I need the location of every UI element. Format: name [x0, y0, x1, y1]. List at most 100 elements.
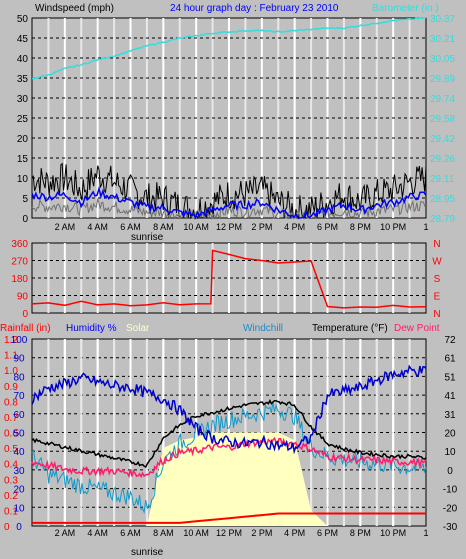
y2-tick-label: 29.58 [430, 114, 455, 125]
y2-tick-label: 30.37 [430, 14, 455, 25]
y2-tick-label: 28.95 [430, 194, 455, 205]
y2-tick-label: 29.74 [430, 94, 455, 105]
x-tick-label: 6 PM [317, 528, 338, 538]
y2-tick-label: 29.42 [430, 134, 455, 145]
y2-tick-label: 28.79 [430, 214, 455, 225]
humidity-tick-label: 80 [13, 372, 25, 383]
sunrise-label-bottom: sunrise [131, 547, 164, 558]
x-tick-label: 2 PM [251, 222, 272, 232]
compass-label: N [433, 239, 440, 250]
wind-direction-line [31, 249, 427, 309]
windchill-label: Windchill [243, 323, 283, 334]
solar-label: Solar [126, 323, 150, 334]
x-tick-label: 1 [423, 222, 428, 232]
x-tick-label: 12 PM [216, 528, 242, 538]
humidity-tick-label: 30 [13, 466, 25, 477]
x-tick-label: 8 AM [153, 528, 174, 538]
compass-label: W [432, 257, 442, 268]
temp-tick-label: 41 [444, 391, 456, 402]
rain-tick-label: 0.6 [4, 429, 18, 440]
y-tick-label: 50 [17, 14, 29, 25]
x-tick-label: 2 PM [251, 528, 272, 538]
y2-tick-label: 30.05 [430, 54, 455, 65]
rain-tick-label: 0.8 [4, 397, 18, 408]
rain-tick-label: 1.2 [4, 335, 18, 346]
x-tick-label: 1 [423, 528, 428, 538]
y-tick-label: 25 [17, 114, 29, 125]
temp-tick-label: -20 [443, 503, 458, 514]
x-tick-label: 10 AM [183, 222, 209, 232]
x-tick-label: 4 AM [87, 222, 108, 232]
rain-tick-label: 0.5 [4, 444, 18, 455]
x-tick-label: 8 PM [350, 222, 371, 232]
solar-area [32, 432, 426, 526]
rain-tick-label: 0.7 [4, 413, 18, 424]
temp-tick-label: -30 [443, 522, 458, 533]
rainfall-line [32, 512, 426, 524]
rain-tick-label: 1.1 [4, 351, 18, 362]
windchill-line [31, 401, 427, 515]
rain-tick-label: 0.4 [4, 460, 18, 471]
y2-tick-label: 29.26 [430, 154, 455, 165]
windspeed-avg-line [31, 185, 427, 220]
barometer-axis-label: Barometer (in.) [372, 3, 439, 14]
humidity-tick-label: 20 [13, 485, 25, 496]
y-tick-label: 35 [17, 74, 29, 85]
y-tick-label: 30 [17, 94, 29, 105]
rain-tick-label: 0 [4, 522, 10, 533]
compass-label: N [433, 309, 440, 320]
temp-tick-label: 72 [444, 335, 456, 346]
barometer-line [32, 17, 426, 80]
temp-tick-label: 31 [444, 410, 456, 421]
direction-tick-label: 180 [11, 274, 28, 285]
y-tick-label: 45 [17, 34, 29, 45]
humidity-tick-label: 90 [13, 354, 25, 365]
rain-tick-label: 0.3 [4, 475, 18, 486]
humidity-tick-label: 10 [13, 503, 25, 514]
x-tick-label: 8 AM [153, 222, 174, 232]
y-tick-label: 10 [17, 174, 29, 185]
windspeed-axis-label: Windspeed (mph) [35, 3, 114, 14]
dewpoint-line [31, 436, 427, 479]
humidity-tick-label: 40 [13, 447, 25, 458]
y2-tick-label: 29.11 [430, 174, 455, 185]
direction-tick-label: 0 [22, 309, 28, 320]
sunrise-label-top: sunrise [131, 232, 164, 243]
y-tick-label: 0 [22, 214, 28, 225]
temp-tick-label: 20 [444, 429, 456, 440]
rain-tick-label: 1.0 [4, 366, 18, 377]
chart-title: 24 hour graph day : February 23 2010 [170, 3, 339, 14]
direction-tick-label: 90 [17, 292, 29, 303]
y-tick-label: 40 [17, 54, 29, 65]
x-tick-label: 6 AM [120, 528, 141, 538]
temp-tick-label: -10 [443, 485, 458, 496]
x-tick-label: 2 AM [55, 528, 76, 538]
x-tick-label: 4 AM [87, 528, 108, 538]
windspeed-gust-line [31, 162, 427, 220]
x-tick-label: 6 AM [120, 222, 141, 232]
direction-tick-label: 360 [11, 239, 28, 250]
temp-tick-label: 51 [444, 372, 456, 383]
x-tick-label: 10 PM [380, 222, 406, 232]
humidity-tick-label: 100 [11, 335, 28, 346]
temp-tick-label: 61 [444, 354, 456, 365]
y2-tick-label: 30.21 [430, 34, 455, 45]
rain-tick-label: 0.2 [4, 491, 18, 502]
y-tick-label: 15 [17, 154, 29, 165]
rain-tick-label: 0.1 [4, 506, 18, 517]
temp-tick-label: 0 [447, 466, 453, 477]
compass-label: E [434, 292, 441, 303]
dewpoint-label: Dew Point [394, 323, 440, 334]
humidity-label: Humidity % [66, 323, 117, 334]
x-tick-label: 8 PM [350, 528, 371, 538]
x-tick-label: 12 PM [216, 222, 242, 232]
humidity-tick-label: 0 [16, 522, 22, 533]
rain-tick-label: 0.9 [4, 382, 18, 393]
x-tick-label: 10 PM [380, 528, 406, 538]
y-tick-label: 20 [17, 134, 29, 145]
direction-tick-label: 270 [11, 257, 28, 268]
x-tick-label: 10 AM [183, 528, 209, 538]
x-tick-label: 4 PM [284, 528, 305, 538]
temperature-line [31, 399, 427, 469]
